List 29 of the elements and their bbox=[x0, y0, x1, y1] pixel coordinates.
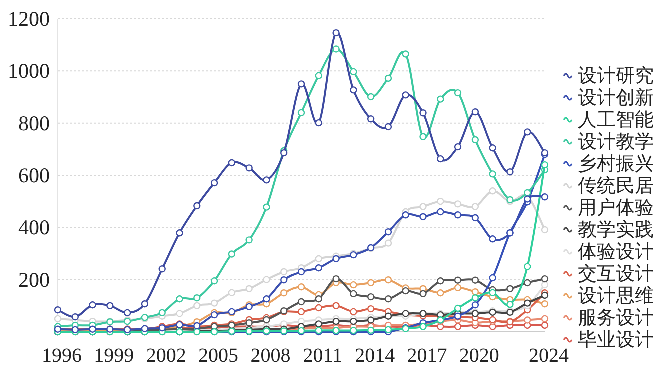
x-tick-label: 2002 bbox=[146, 345, 186, 367]
legend-label: 设计研究 bbox=[578, 65, 654, 87]
legend-label: 用户体验 bbox=[578, 197, 654, 219]
legend-label: 设计教学 bbox=[578, 132, 654, 153]
y-tick-label: 1000 bbox=[8, 59, 50, 84]
x-tick-label: 2011 bbox=[303, 345, 343, 367]
legend-label: 交互设计 bbox=[578, 263, 654, 285]
x-tick-label: 2005 bbox=[198, 345, 239, 367]
x-tick-label: 1996 bbox=[42, 345, 82, 367]
y-tick-label: 600 bbox=[18, 164, 50, 188]
legend-label: 设计创新 bbox=[578, 87, 654, 109]
y-tick-label: 800 bbox=[18, 111, 50, 136]
x-tick-label: 2008 bbox=[250, 345, 291, 367]
y-tick-label: 400 bbox=[18, 216, 50, 240]
x-tick-label: 2020 bbox=[459, 345, 500, 367]
x-tick-label: 1999 bbox=[94, 345, 134, 367]
legend-label: 教学实践 bbox=[578, 219, 654, 241]
y-tick-label: 200 bbox=[18, 268, 50, 292]
legend-label: 人工智能 bbox=[578, 110, 654, 131]
x-tick-label: 2014 bbox=[355, 345, 396, 367]
y-tick-label: 1200 bbox=[8, 7, 50, 31]
legend-label: 服务设计 bbox=[578, 308, 654, 329]
legend-label: 体验设计 bbox=[578, 242, 654, 263]
legend-label: 设计思维 bbox=[578, 285, 654, 307]
x-tick-label: 2024 bbox=[529, 345, 569, 367]
x-tick-label: 2017 bbox=[407, 345, 448, 367]
legend-label: 传统民居 bbox=[578, 176, 654, 197]
legend-label: 乡村振兴 bbox=[578, 154, 654, 175]
legend-label: 毕业设计 bbox=[578, 330, 654, 351]
